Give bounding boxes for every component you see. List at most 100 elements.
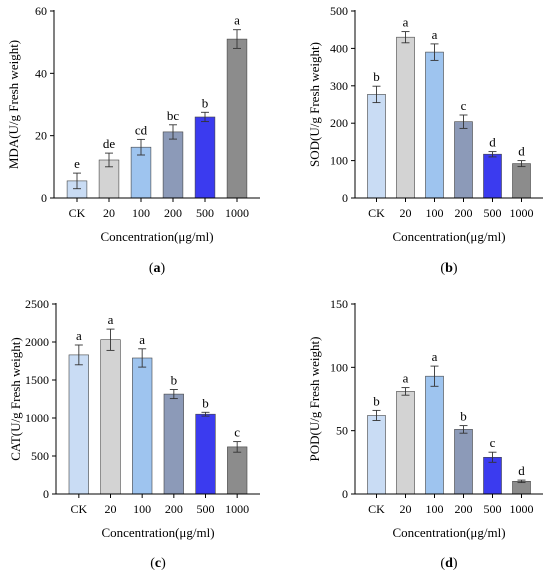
x-tick-label: CK [368,502,385,516]
error-bar-20 [105,152,113,168]
x-tick-label: 500 [197,502,215,516]
panel-label-d: (d) [440,556,457,571]
panel-label-b: (b) [440,261,457,276]
bar-500 [194,116,216,199]
y-tick-label: 100 [330,360,348,374]
significance-label: b [373,69,380,84]
error-bar-CK [372,409,381,421]
x-tick-label: 1000 [225,502,249,516]
error-bar-1000 [517,160,526,168]
y-axis-label: POD(U/g Fresh weight) [307,337,322,462]
x-tick-label: 1000 [225,206,249,220]
y-tick-label: 0 [342,487,348,501]
y-tick-label: 50 [336,424,348,438]
bar-20 [396,391,415,495]
x-axis-label: Concentration(μg/ml) [392,229,505,244]
bar-500 [483,456,502,495]
y-axis-label: CAT(U/g Fresh weight) [8,337,23,461]
error-bar-200 [459,425,468,434]
error-bar-100 [430,365,439,387]
y-tick-label: 0 [342,191,348,205]
significance-label: a [108,312,114,327]
chart-panel-d: b a a b c d 0 50 100 150 CK 20 100 200 500 1000 Concentr… [307,297,543,571]
significance-label: e [74,156,80,171]
error-bar-200 [459,114,468,129]
bar-CK [367,415,386,495]
significance-label: c [461,98,467,113]
y-tick-label: 1500 [25,373,49,387]
bar-20 [396,36,415,199]
chart-panel-b: b a a c d d 0 100 200 300 400 500 CK 20 100 200 500 1000 C… [307,4,543,276]
x-tick-label: CK [368,206,385,220]
y-tick-label: 100 [330,154,348,168]
y-tick-label: 0 [41,191,47,205]
y-tick-label: 1000 [25,411,49,425]
x-tick-label: 200 [455,206,473,220]
significance-label: a [403,15,409,30]
significance-label: a [76,328,82,343]
error-bar-CK [73,172,81,190]
significance-label: b [202,395,209,410]
y-tick-label: 2000 [25,335,49,349]
y-tick-label: 500 [330,4,348,18]
significance-label: a [403,371,409,386]
significance-label: a [432,349,438,364]
bar-1000 [226,38,248,199]
bar-500 [483,153,502,199]
error-bar-CK [74,344,83,366]
x-tick-label: CK [69,206,86,220]
x-tick-label: 1000 [510,206,534,220]
error-bar-100 [137,138,145,156]
x-axis-label: Concentration(μg/ml) [392,525,505,540]
panel-label-a: (a) [149,261,166,276]
bar-100 [425,375,444,495]
x-tick-label: 100 [426,206,444,220]
y-axis-label: SOD(U/g Fresh weight) [307,42,322,167]
significance-label: c [490,435,496,450]
error-bar-20 [401,387,410,396]
bar-1000 [512,480,531,495]
x-tick-label: CK [70,502,87,516]
chart-panel-c: a a a b b c 0 500 1000 1500 2000 2500 CK 20 100 200 500 1… [8,297,260,571]
bar-500 [195,413,216,495]
y-tick-label: 400 [330,41,348,55]
significance-label: cd [135,122,148,137]
error-bar-1000 [233,29,241,49]
error-bar-500 [201,411,210,417]
significance-label: c [234,425,240,440]
bar-1000 [227,446,248,495]
error-bar-1000 [233,441,242,453]
error-bar-100 [430,43,439,61]
x-tick-label: 100 [132,206,150,220]
significance-label: b [171,373,178,388]
significance-label: a [139,332,145,347]
y-tick-label: 300 [330,79,348,93]
bar-100 [425,51,444,199]
bar-200 [454,429,473,495]
bar-20 [100,339,121,495]
bar-200 [162,131,184,199]
significance-label: bc [167,108,180,123]
x-tick-label: 500 [196,206,214,220]
significance-label: d [518,144,525,159]
bar-100 [132,357,153,495]
x-tick-label: 500 [484,502,502,516]
error-bar-20 [106,328,115,351]
x-tick-label: 20 [105,502,117,516]
error-bar-500 [488,451,497,463]
x-tick-label: 20 [400,502,412,516]
y-tick-label: 40 [35,66,47,80]
significance-label: d [489,135,496,150]
x-tick-label: 20 [400,206,412,220]
bar-CK [68,354,89,495]
bar-CK [367,94,386,199]
bar-200 [163,393,184,495]
significance-label: d [518,463,525,478]
x-axis-label: Concentration(μg/ml) [100,229,213,244]
error-bar-1000 [517,479,526,484]
y-tick-label: 500 [31,449,49,463]
x-tick-label: 200 [165,502,183,516]
significance-label: b [373,393,380,408]
bar-200 [454,121,473,199]
significance-label: a [432,27,438,42]
